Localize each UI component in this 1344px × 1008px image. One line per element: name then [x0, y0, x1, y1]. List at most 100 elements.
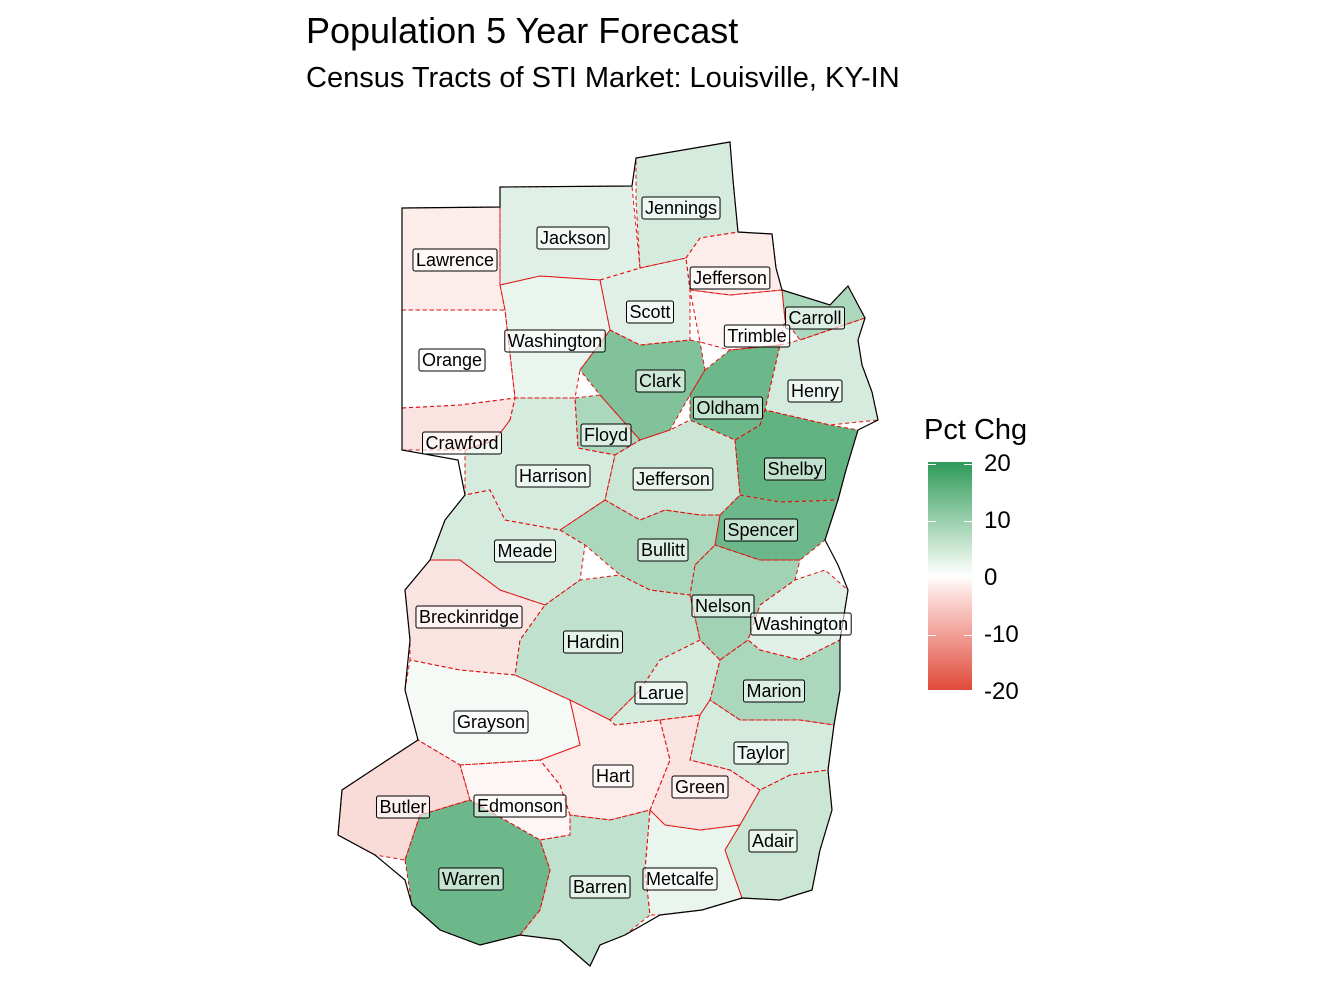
county-label-box [763, 457, 827, 481]
county-boundary [685, 231, 783, 296]
county-label-box [569, 875, 631, 899]
county-boundary [599, 257, 691, 346]
legend-tick-mark [964, 578, 972, 579]
county-label: Larue [634, 681, 688, 705]
county-boundary [559, 499, 721, 596]
county-label-text: Orange [422, 350, 482, 370]
county-label: Henry [787, 379, 843, 403]
county-boundary [539, 699, 671, 821]
county-label: Hart [592, 764, 634, 788]
county-label-text: Nelson [695, 596, 751, 616]
county-label: Jefferson [689, 266, 771, 290]
county-label-box [634, 681, 688, 705]
county-label: Crawford [421, 431, 503, 455]
county-label-box [592, 764, 634, 788]
county-label-box [580, 423, 632, 447]
county-region [650, 715, 760, 830]
county-label-text: Oldham [696, 398, 759, 418]
county-label-box [412, 248, 498, 272]
county-label-text: Carroll [788, 308, 841, 328]
county-label-text: Hardin [566, 632, 619, 652]
county-label-text: Bullitt [641, 540, 685, 560]
legend-tick-mark [964, 635, 972, 636]
county-label-text: Floyd [584, 425, 628, 445]
legend: Pct Chg 20 10 0 -10 -20 [922, 412, 1082, 712]
county-label-box [562, 630, 624, 654]
county-label: Harrison [515, 464, 591, 488]
county-boundaries [337, 141, 879, 967]
county-region [465, 398, 615, 530]
county-label-text: Metcalfe [646, 869, 714, 889]
county-label: Shelby [763, 457, 827, 481]
county-label: Jackson [536, 226, 610, 250]
county-label: Adair [748, 829, 798, 853]
county-boundary [404, 659, 581, 766]
county-label: Scott [625, 300, 675, 324]
county-label-box [421, 431, 503, 455]
county-label-text: Scott [629, 302, 670, 322]
county-label: Hardin [562, 630, 624, 654]
county-label: Washington [750, 612, 852, 636]
page-title: Population 5 Year Forecast [306, 10, 739, 51]
county-label: Lawrence [412, 248, 498, 272]
county-label-text: Lawrence [416, 250, 494, 270]
county-boundary [609, 639, 721, 726]
county-label-text: Henry [791, 381, 839, 401]
county-label-box [632, 467, 714, 491]
county-label-text: Trimble [727, 326, 786, 346]
county-label-box [625, 300, 675, 324]
county-label-box [742, 679, 806, 703]
county-label-text: Harrison [519, 466, 587, 486]
county-label-text: Edmonson [477, 796, 563, 816]
county-label-text: Crawford [425, 433, 498, 453]
county-label-box [784, 306, 846, 330]
county-label: Jennings [641, 196, 721, 220]
county-label-box [473, 794, 567, 818]
legend-tick-mark [964, 521, 972, 522]
county-label: Nelson [691, 594, 755, 618]
county-label: Edmonson [473, 794, 567, 818]
county-label: Oldham [692, 396, 764, 420]
county-label-text: Jennings [645, 198, 717, 218]
legend-tick-mark [928, 692, 936, 693]
county-label: Warren [438, 867, 504, 891]
county-label-text: Taylor [737, 743, 785, 763]
legend-tick-mark [928, 635, 936, 636]
county-boundary [401, 397, 516, 451]
county-label-box [415, 605, 523, 629]
county-label-box [515, 464, 591, 488]
county-label-box [787, 379, 843, 403]
county-label-box [689, 266, 771, 290]
county-boundary [579, 329, 706, 441]
county-boundary [604, 419, 741, 521]
legend-title: Pct Chg [924, 414, 1028, 446]
county-label: Metcalfe [642, 867, 718, 891]
county-label: Clark [635, 369, 686, 393]
county-label-box [493, 539, 557, 563]
county-label-text: Jackson [540, 228, 606, 248]
page-subtitle: Census Tracts of STI Market: Louisville,… [306, 62, 900, 94]
county-label-text: Jefferson [636, 469, 710, 489]
county-label-text: Adair [752, 831, 794, 851]
county-label-box [691, 594, 755, 618]
legend-colorbar [928, 462, 972, 693]
county-label-text: Washington [508, 331, 602, 351]
market-outline [337, 141, 879, 967]
county-label: Floyd [580, 423, 632, 447]
county-label-text: Warren [442, 869, 500, 889]
legend-tick-mark [928, 464, 936, 465]
county-region [540, 700, 670, 820]
county-label-box [504, 329, 606, 353]
county-labels: Jennings Jackson Lawrence Jefferson Scott Car… [375, 196, 852, 899]
legend-tick-label: 20 [984, 450, 1011, 477]
legend-tick-label: 0 [984, 564, 998, 591]
county-label: Jefferson [632, 467, 714, 491]
county-label-box [635, 369, 686, 393]
county-label: Meade [493, 539, 557, 563]
county-label-text: Jefferson [693, 268, 767, 288]
legend-tick-mark [928, 521, 936, 522]
county-label: Grayson [453, 710, 529, 734]
county-label: Taylor [733, 741, 789, 765]
county-label-text: Spencer [727, 520, 794, 540]
county-label: Barren [569, 875, 631, 899]
